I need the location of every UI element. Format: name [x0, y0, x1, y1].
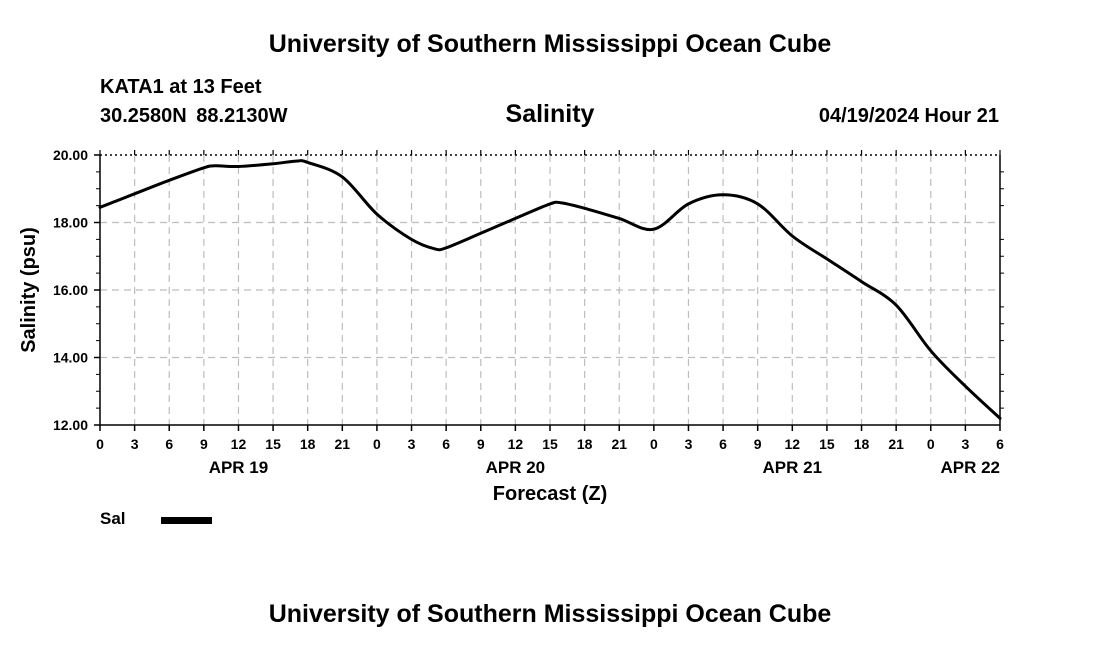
y-tick-label: 12.00 [53, 417, 88, 433]
station-coordinates: 30.2580N 88.2130W [100, 105, 288, 127]
x-tick-label: 6 [165, 436, 173, 452]
x-tick-label: 9 [200, 436, 208, 452]
x-tick-label: 3 [685, 436, 693, 452]
legend-label: Sal [100, 509, 126, 528]
y-tick-label: 20.00 [53, 147, 88, 163]
page-title: University of Southern Mississippi Ocean… [268, 30, 832, 58]
x-tick-label: 6 [442, 436, 450, 452]
y-tick-label: 18.00 [53, 215, 88, 231]
y-tick-label: 14.00 [53, 350, 88, 366]
date-label: APR 22 [940, 458, 1000, 477]
date-label: APR 19 [209, 458, 269, 477]
x-tick-label: 21 [335, 436, 351, 452]
x-tick-label: 18 [854, 436, 870, 452]
y-tick-label: 16.00 [53, 282, 88, 298]
x-tick-label: 0 [96, 436, 104, 452]
x-tick-label: 15 [542, 436, 558, 452]
x-tick-label: 3 [408, 436, 416, 452]
date-label: APR 21 [763, 458, 823, 477]
y-axis-title: Salinity (psu) [18, 227, 40, 353]
x-tick-label: 12 [785, 436, 801, 452]
x-tick-label: 3 [131, 436, 139, 452]
date-label: APR 20 [486, 458, 546, 477]
x-tick-label: 0 [650, 436, 658, 452]
series-line-sal [98, 159, 1002, 420]
station-label: KATA1 at 13 Feet [100, 76, 262, 98]
x-tick-label: 18 [577, 436, 593, 452]
x-tick-label: 0 [373, 436, 381, 452]
x-tick-label: 6 [719, 436, 727, 452]
x-tick-label: 21 [888, 436, 904, 452]
x-tick-label: 0 [927, 436, 935, 452]
x-tick-label: 21 [611, 436, 627, 452]
x-tick-label: 12 [508, 436, 524, 452]
legend-swatch [161, 517, 212, 524]
x-tick-label: 18 [300, 436, 316, 452]
x-tick-label: 15 [819, 436, 835, 452]
x-tick-label: 9 [754, 436, 762, 452]
x-tick-label: 12 [231, 436, 247, 452]
x-tick-label: 15 [265, 436, 281, 452]
chart-title: Salinity [505, 100, 595, 128]
forecast-datetime: 04/19/2024 Hour 21 [818, 105, 999, 127]
x-tick-label: 9 [477, 436, 485, 452]
x-tick-label: 3 [961, 436, 969, 452]
x-tick-label: 6 [996, 436, 1004, 452]
footer-title: University of Southern Mississippi Ocean… [268, 600, 832, 628]
x-axis-title: Forecast (Z) [493, 483, 607, 505]
